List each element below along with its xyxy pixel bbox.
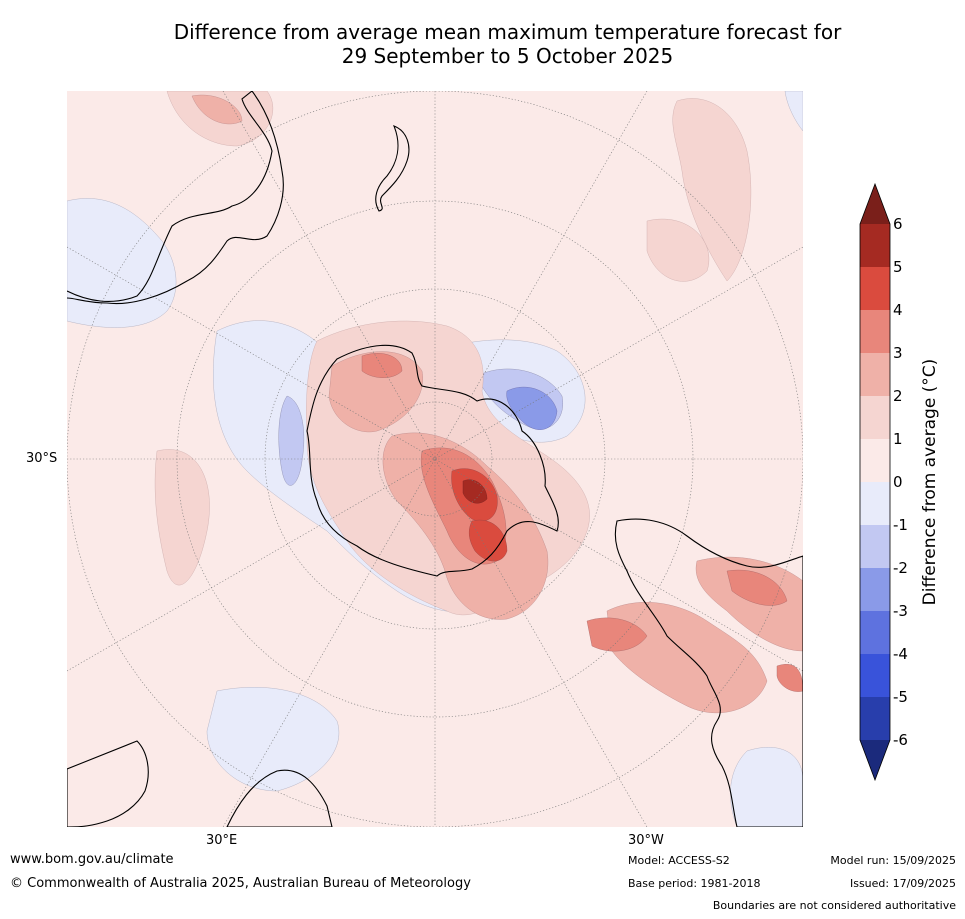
colorbar-band-5-6 (860, 224, 890, 267)
title-line-1: Difference from average mean maximum tem… (173, 20, 842, 44)
colorbar-tick-label: 3 (893, 344, 903, 362)
colorbar-tick-label: -2 (893, 559, 908, 577)
colorbar-over-triangle (860, 184, 890, 224)
warm-anomaly-regions (154, 91, 803, 713)
colorbar-band-m2-m1 (860, 525, 890, 568)
colorbar-band-m1-0 (860, 482, 890, 525)
longitude-label-30e: 30°E (206, 833, 238, 848)
colorbar-band-2-3 (860, 353, 890, 396)
colorbar-band-m3-m2 (860, 568, 890, 611)
longitude-label-30w: 30°W (628, 833, 664, 848)
australia-coastline (67, 91, 284, 305)
colorbar-tick-label: -3 (893, 602, 908, 620)
colorbar-tick-label: -6 (893, 731, 908, 749)
footer-model: Model: ACCESS-S2 (628, 854, 730, 867)
colorbar-band-4-5 (860, 267, 890, 310)
footer-url: www.bom.gov.au/climate (10, 852, 174, 867)
colorbar-tick-label: 5 (893, 258, 903, 276)
colorbar-tick-label: -4 (893, 645, 908, 663)
temperature-anomaly-map (67, 91, 803, 827)
map-title: Difference from average mean maximum tem… (0, 20, 965, 68)
south-america-coastline (614, 518, 803, 827)
antarctica-coastline (306, 344, 559, 577)
colorbar (859, 182, 891, 782)
footer-copyright: © Commonwealth of Australia 2025, Austra… (10, 876, 471, 891)
colorbar-band-m4-m3 (860, 611, 890, 654)
colorbar-label: Difference from average (°C) (920, 358, 940, 606)
footer-disclaimer: Boundaries are not considered authoritat… (712, 899, 956, 912)
colorbar-band-m5-m4 (860, 654, 890, 697)
colorbar-outline (859, 182, 891, 782)
coastlines (67, 91, 803, 827)
colorbar-band-0-1 (860, 439, 890, 482)
footer-model-run: Model run: 15/09/2025 (830, 854, 956, 867)
latitude-label-30s: 30°S (26, 451, 58, 466)
colorbar-tick-label: 6 (893, 215, 903, 233)
colorbar-tick-label: 2 (893, 387, 903, 405)
colorbar-tick-label: 1 (893, 430, 903, 448)
graticule (67, 91, 803, 827)
colorbar-under-triangle (860, 740, 890, 780)
title-line-2: 29 September to 5 October 2025 (341, 44, 674, 68)
colorbar-tick-label: 0 (893, 473, 903, 491)
new-zealand-coastline (375, 125, 410, 212)
footer-base-period: Base period: 1981-2018 (628, 877, 761, 890)
colorbar-band-1-2 (860, 396, 890, 439)
colorbar-band-3-4 (860, 310, 890, 353)
colorbar-tick-label: 4 (893, 301, 903, 319)
africa-coastline (67, 740, 149, 827)
colorbar-tick-label: -1 (893, 516, 908, 534)
footer-issued: Issued: 17/09/2025 (849, 877, 956, 890)
colorbar-band-m6-m5 (860, 697, 890, 740)
colorbar-tick-label: -5 (893, 688, 908, 706)
